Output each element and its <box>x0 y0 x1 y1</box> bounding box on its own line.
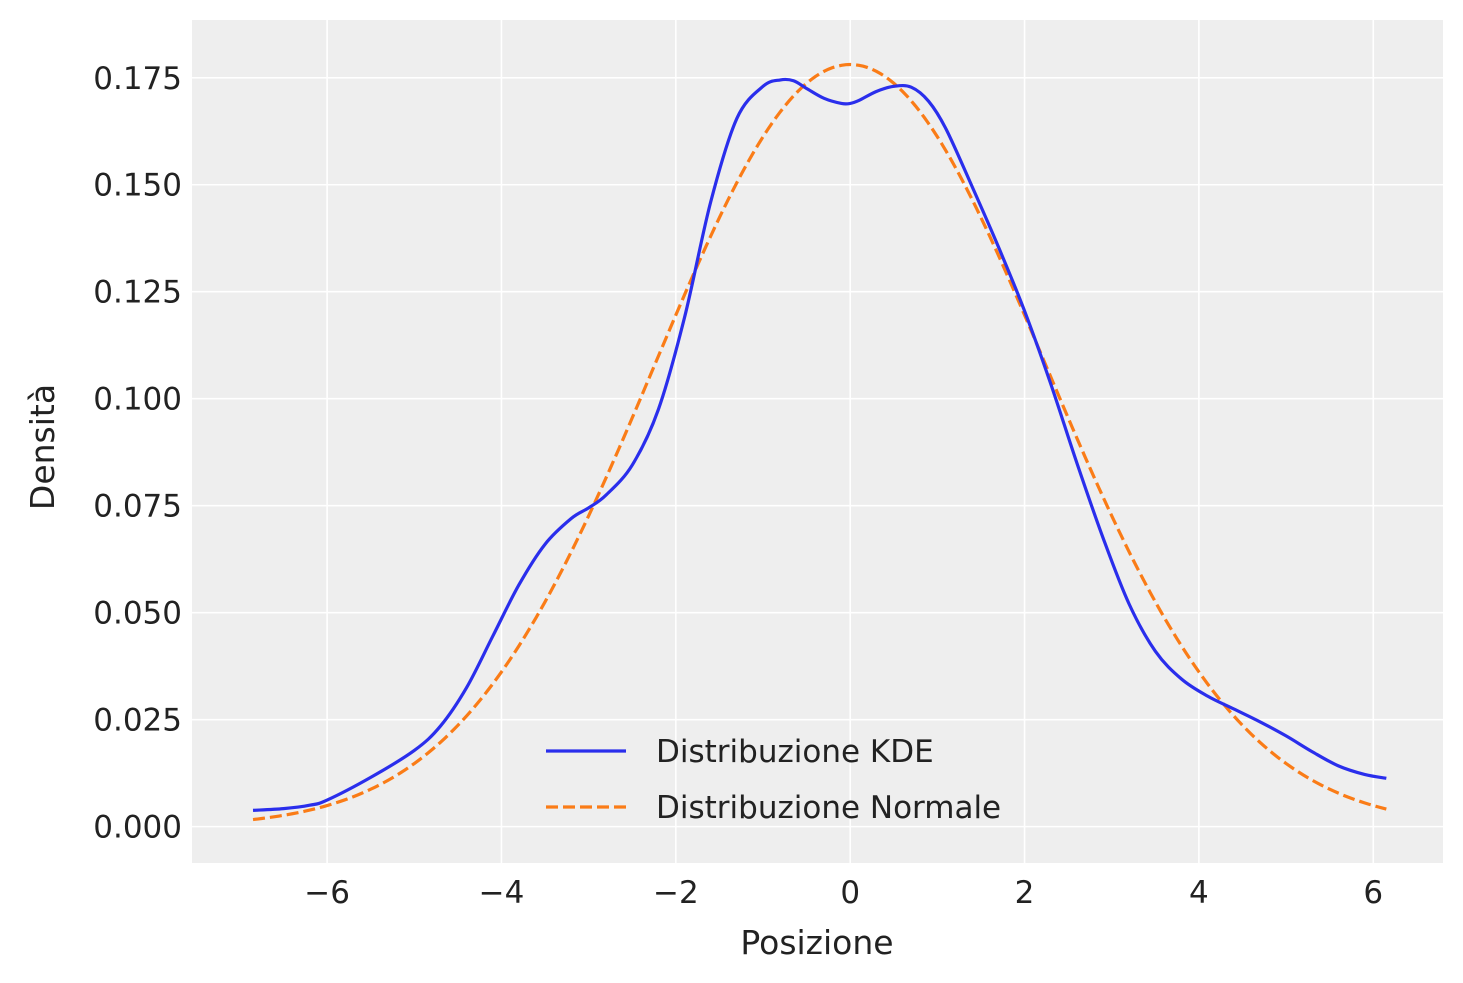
y-axis-label: Densità <box>23 384 62 510</box>
y-tick-label: 0.125 <box>93 275 182 311</box>
x-axis-ticks: −6 −4 −2 0 2 4 6 <box>304 875 1383 911</box>
y-tick-label: 0.100 <box>93 382 182 418</box>
y-tick-label: 0.075 <box>93 489 182 525</box>
x-tick-label: 0 <box>840 875 860 911</box>
y-tick-label: 0.050 <box>93 596 182 632</box>
y-tick-label: 0.175 <box>93 61 182 97</box>
x-tick-label: −6 <box>304 875 350 911</box>
x-tick-label: 4 <box>1189 875 1209 911</box>
x-tick-label: −2 <box>653 875 699 911</box>
y-tick-label: 0.025 <box>93 703 182 739</box>
x-tick-label: 6 <box>1363 875 1383 911</box>
legend-label-normal: Distribuzione Normale <box>656 790 1001 826</box>
grid <box>192 20 1443 863</box>
x-axis-label: Posizione <box>740 923 893 962</box>
series-line-normal <box>252 62 1387 822</box>
plot-background <box>192 20 1443 863</box>
legend: Distribuzione KDE Distribuzione Normale <box>546 734 1001 826</box>
x-tick-label: 2 <box>1015 875 1035 911</box>
y-tick-label: 0.000 <box>93 810 182 846</box>
series-line-kde <box>252 77 1387 812</box>
legend-label-kde: Distribuzione KDE <box>656 734 934 770</box>
y-axis-ticks: 0.000 0.025 0.050 0.075 0.100 0.125 0.150 0.175 <box>93 61 182 846</box>
series-lines <box>252 62 1387 822</box>
x-tick-label: −4 <box>479 875 525 911</box>
y-tick-label: 0.150 <box>93 168 182 204</box>
